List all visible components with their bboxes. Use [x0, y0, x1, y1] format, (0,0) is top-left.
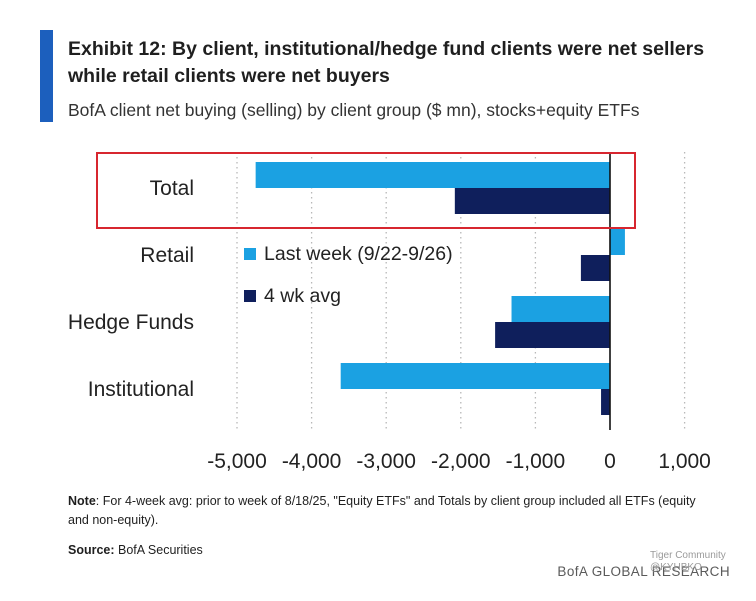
source-label: Source:: [68, 543, 115, 557]
chart-title: Exhibit 12: By client, institutional/hed…: [68, 38, 705, 87]
x-tick-label: 0: [604, 450, 616, 473]
x-tick-label: -1,000: [506, 450, 566, 473]
chart-note: Note: For 4-week avg: prior to week of 8…: [68, 492, 718, 530]
bar-hedge-funds-last-week: [511, 296, 610, 322]
note-text: : For 4-week avg: prior to week of 8/18/…: [68, 494, 696, 527]
bar-chart: Total Retail Hedge Funds Institutional -5,00…: [68, 152, 711, 473]
highlight-box-total: [96, 152, 636, 229]
accent-bar: [40, 30, 53, 122]
legend-label: 4 wk avg: [264, 285, 341, 307]
x-tick-label: -5,000: [207, 450, 267, 473]
watermark-line1: Tiger Community: [650, 550, 726, 561]
category-label: Total: [150, 177, 194, 200]
bar-retail-4wk-avg: [580, 255, 610, 281]
footer-brand: BofA GLOBAL RESEARCH: [557, 564, 730, 579]
x-tick-label: -2,000: [431, 450, 491, 473]
bar-total-last-week: [255, 162, 610, 188]
note-label: Note: [68, 494, 96, 508]
source-text: BofA Securities: [114, 543, 203, 557]
chart-subtitle: BofA client net buying (selling) by clie…: [68, 100, 640, 120]
watermark-line2: @KYHBKO: [650, 562, 702, 573]
category-label: Institutional: [88, 378, 194, 401]
legend-swatch: [244, 290, 256, 302]
bar-hedge-funds-4wk-avg: [495, 322, 610, 348]
x-tick-label: 1,000: [658, 450, 711, 473]
bar-total-4wk-avg: [454, 188, 610, 214]
bar-institutional-4wk-avg: [601, 389, 610, 415]
legend-swatch: [244, 248, 256, 260]
bar-institutional-last-week: [340, 363, 610, 389]
category-label: Retail: [140, 244, 194, 267]
x-tick-label: -4,000: [282, 450, 342, 473]
category-label: Hedge Funds: [68, 311, 194, 334]
watermark: Tiger Community @KYHBKO: [650, 550, 726, 574]
x-tick-label: -3,000: [356, 450, 416, 473]
legend-label: Last week (9/22-9/26): [264, 243, 453, 265]
bar-retail-last-week: [610, 229, 625, 255]
chart-source: Source: BofA Securities: [68, 541, 203, 559]
